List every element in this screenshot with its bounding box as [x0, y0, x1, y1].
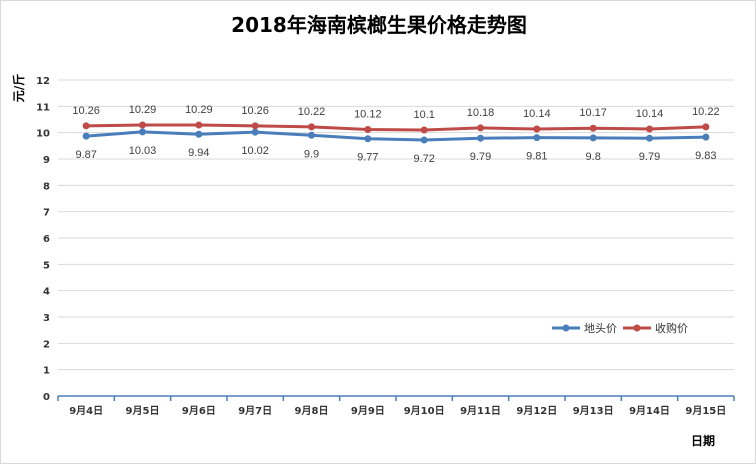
- data-point: [139, 128, 146, 136]
- data-label: 10.22: [298, 106, 326, 118]
- data-label: 10.14: [523, 108, 551, 120]
- data-point: [364, 135, 372, 143]
- data-point: [139, 121, 146, 129]
- y-tick-label: 6: [43, 234, 50, 245]
- data-label: 10.02: [241, 145, 269, 157]
- x-axis-title: 日期: [691, 433, 715, 448]
- x-tick-label: 9月15日: [685, 405, 726, 417]
- data-label: 9.8: [586, 151, 601, 163]
- y-axis-title: 元/斤: [11, 74, 26, 102]
- x-tick-label: 9月11日: [460, 405, 501, 417]
- data-point: [702, 133, 710, 141]
- data-label: 10.29: [129, 104, 157, 116]
- data-label: 10.18: [467, 107, 495, 119]
- data-label: 10.22: [692, 106, 720, 118]
- data-point: [308, 123, 315, 131]
- y-tick-label: 7: [43, 208, 50, 219]
- x-tick-label: 9月9日: [351, 405, 385, 417]
- legend-marker-series-1: [562, 324, 570, 332]
- x-tick-label: 9月5日: [126, 405, 160, 417]
- data-point: [82, 122, 90, 130]
- data-label: 9.81: [526, 151, 547, 163]
- y-tick-label: 8: [43, 181, 50, 192]
- data-label: 9.79: [639, 151, 660, 163]
- series-line: [86, 123, 706, 132]
- data-point: [420, 126, 428, 134]
- chart-title: 2018年海南槟榔生果价格走势图: [231, 13, 527, 37]
- data-label: 9.83: [695, 150, 716, 162]
- data-point: [364, 126, 372, 134]
- data-point: [646, 134, 653, 142]
- data-label: 10.26: [241, 105, 269, 117]
- data-point: [195, 130, 203, 138]
- data-label: 9.87: [75, 149, 96, 161]
- x-axis: [57, 395, 735, 401]
- y-tick-label: 0: [43, 392, 50, 403]
- data-point: [195, 121, 203, 129]
- data-labels: 9.87 10.03 9.94 10.02 9.9 9.77 9.72 9.79 9.81 9.8…: [72, 104, 719, 165]
- y-tick-label: 10: [36, 129, 50, 140]
- data-label: 10.29: [185, 104, 213, 116]
- legend-label-series-1: 地头价: [584, 322, 617, 335]
- x-tick-label: 9月12日: [516, 405, 557, 417]
- data-point: [533, 125, 541, 133]
- series: [82, 121, 710, 144]
- legend-item-series-1: 地头价: [552, 322, 617, 335]
- legend-label-series-2: 收购价: [655, 321, 688, 335]
- data-point: [589, 134, 597, 142]
- x-tick-label: 9月8日: [295, 405, 329, 417]
- data-point: [533, 134, 541, 142]
- series-line: [86, 130, 706, 142]
- data-point: [251, 128, 259, 136]
- data-point: [82, 132, 90, 140]
- data-point: [477, 124, 484, 132]
- data-label: 9.72: [413, 153, 434, 165]
- y-tick-label: 4: [43, 287, 50, 298]
- y-tick-label: 5: [43, 260, 50, 271]
- data-label: 9.77: [357, 152, 378, 164]
- x-tick-label: 9月4日: [69, 405, 103, 417]
- data-point: [646, 125, 653, 133]
- x-tick-label: 9月14日: [629, 405, 670, 417]
- data-label: 10.1: [413, 109, 434, 121]
- series-1: [82, 128, 710, 144]
- x-tick-label: 9月6日: [182, 405, 216, 417]
- y-tick-label: 1: [43, 366, 50, 377]
- data-point: [702, 123, 710, 131]
- x-tick-label: 9月7日: [238, 405, 272, 417]
- y-tick-label: 11: [36, 102, 50, 113]
- y-tick-label: 2: [43, 339, 50, 350]
- legend-item-series-2: 收购价: [623, 321, 688, 335]
- data-point: [420, 136, 428, 144]
- legend-marker-series-2: [633, 324, 641, 332]
- data-point: [251, 122, 259, 130]
- data-point: [477, 134, 484, 142]
- y-tick-label: 3: [43, 313, 50, 324]
- data-point: [308, 131, 315, 139]
- data-label: 9.79: [470, 151, 491, 163]
- y-tick-label: 9: [43, 155, 50, 166]
- y-tick-label: 12: [36, 76, 50, 87]
- data-label: 10.03: [129, 145, 157, 157]
- series-2: [82, 121, 710, 134]
- data-label: 9.94: [188, 147, 209, 159]
- x-tick-label: 9月13日: [573, 405, 614, 417]
- data-label: 10.26: [72, 105, 100, 117]
- data-label: 9.9: [304, 148, 319, 160]
- data-point: [589, 124, 597, 132]
- gridlines: [58, 79, 734, 371]
- data-label: 10.12: [354, 109, 382, 121]
- legend: 地头价 收购价: [552, 321, 688, 335]
- data-label: 10.17: [579, 107, 607, 119]
- data-label: 10.14: [636, 108, 664, 120]
- x-tick-labels: 9月4日 9月5日 9月6日 9月7日 9月8日 9月9日 9月10日 9月11日 9月12日 9…: [69, 405, 726, 417]
- x-tick-label: 9月10日: [404, 405, 445, 417]
